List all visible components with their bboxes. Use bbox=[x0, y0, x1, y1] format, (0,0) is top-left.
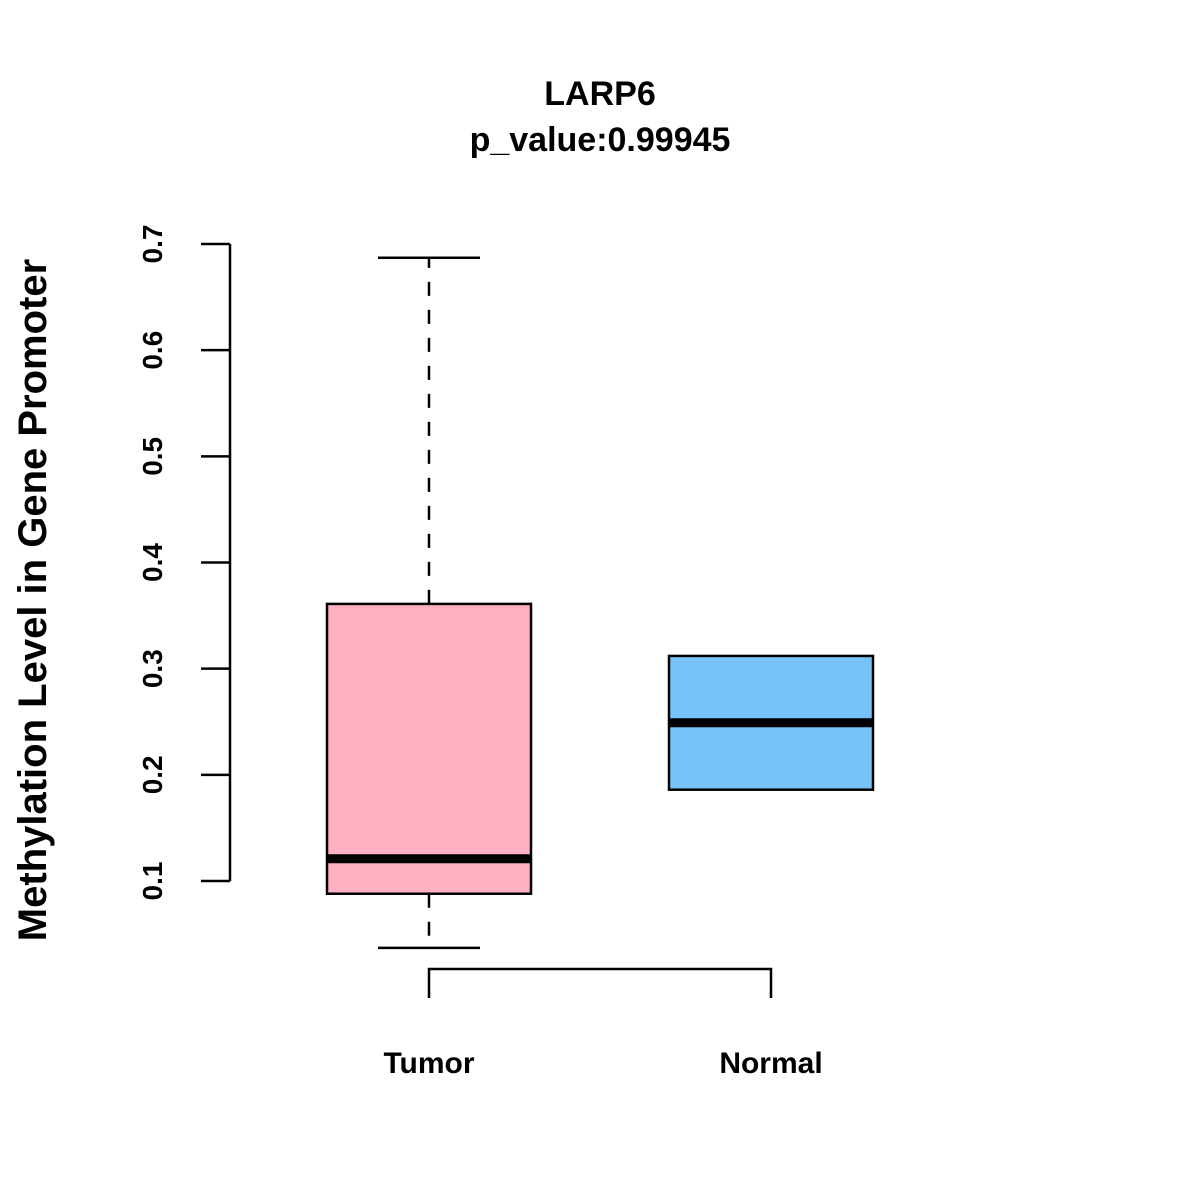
chart-subtitle: p_value:0.99945 bbox=[470, 121, 731, 159]
x-axis-labels: Tumor Normal bbox=[383, 1047, 822, 1080]
y-tick-label-1: 0.2 bbox=[137, 755, 168, 794]
x-label-normal: Normal bbox=[719, 1047, 822, 1080]
y-tick-label-4: 0.5 bbox=[137, 437, 168, 476]
chart-title: LARP6 bbox=[544, 75, 655, 113]
box-normal bbox=[667, 654, 875, 791]
y-tick-label-2: 0.3 bbox=[137, 649, 168, 688]
box-tumor bbox=[325, 256, 533, 950]
y-axis: 0.1 0.2 0.3 0.4 0.5 0.6 0.7 bbox=[137, 225, 232, 901]
y-tick-label-0: 0.1 bbox=[137, 862, 168, 901]
y-tick-label-3: 0.4 bbox=[137, 543, 168, 582]
comparison-bracket bbox=[427, 967, 773, 998]
y-axis-label: Methylation Level in Gene Promoter bbox=[11, 259, 55, 941]
y-tick-label-5: 0.6 bbox=[137, 331, 168, 370]
x-label-tumor: Tumor bbox=[383, 1047, 474, 1080]
iqr-box-tumor bbox=[325, 602, 533, 895]
bracket-line bbox=[427, 967, 773, 998]
y-tick-label-6: 0.7 bbox=[137, 225, 168, 264]
boxes bbox=[325, 256, 875, 950]
